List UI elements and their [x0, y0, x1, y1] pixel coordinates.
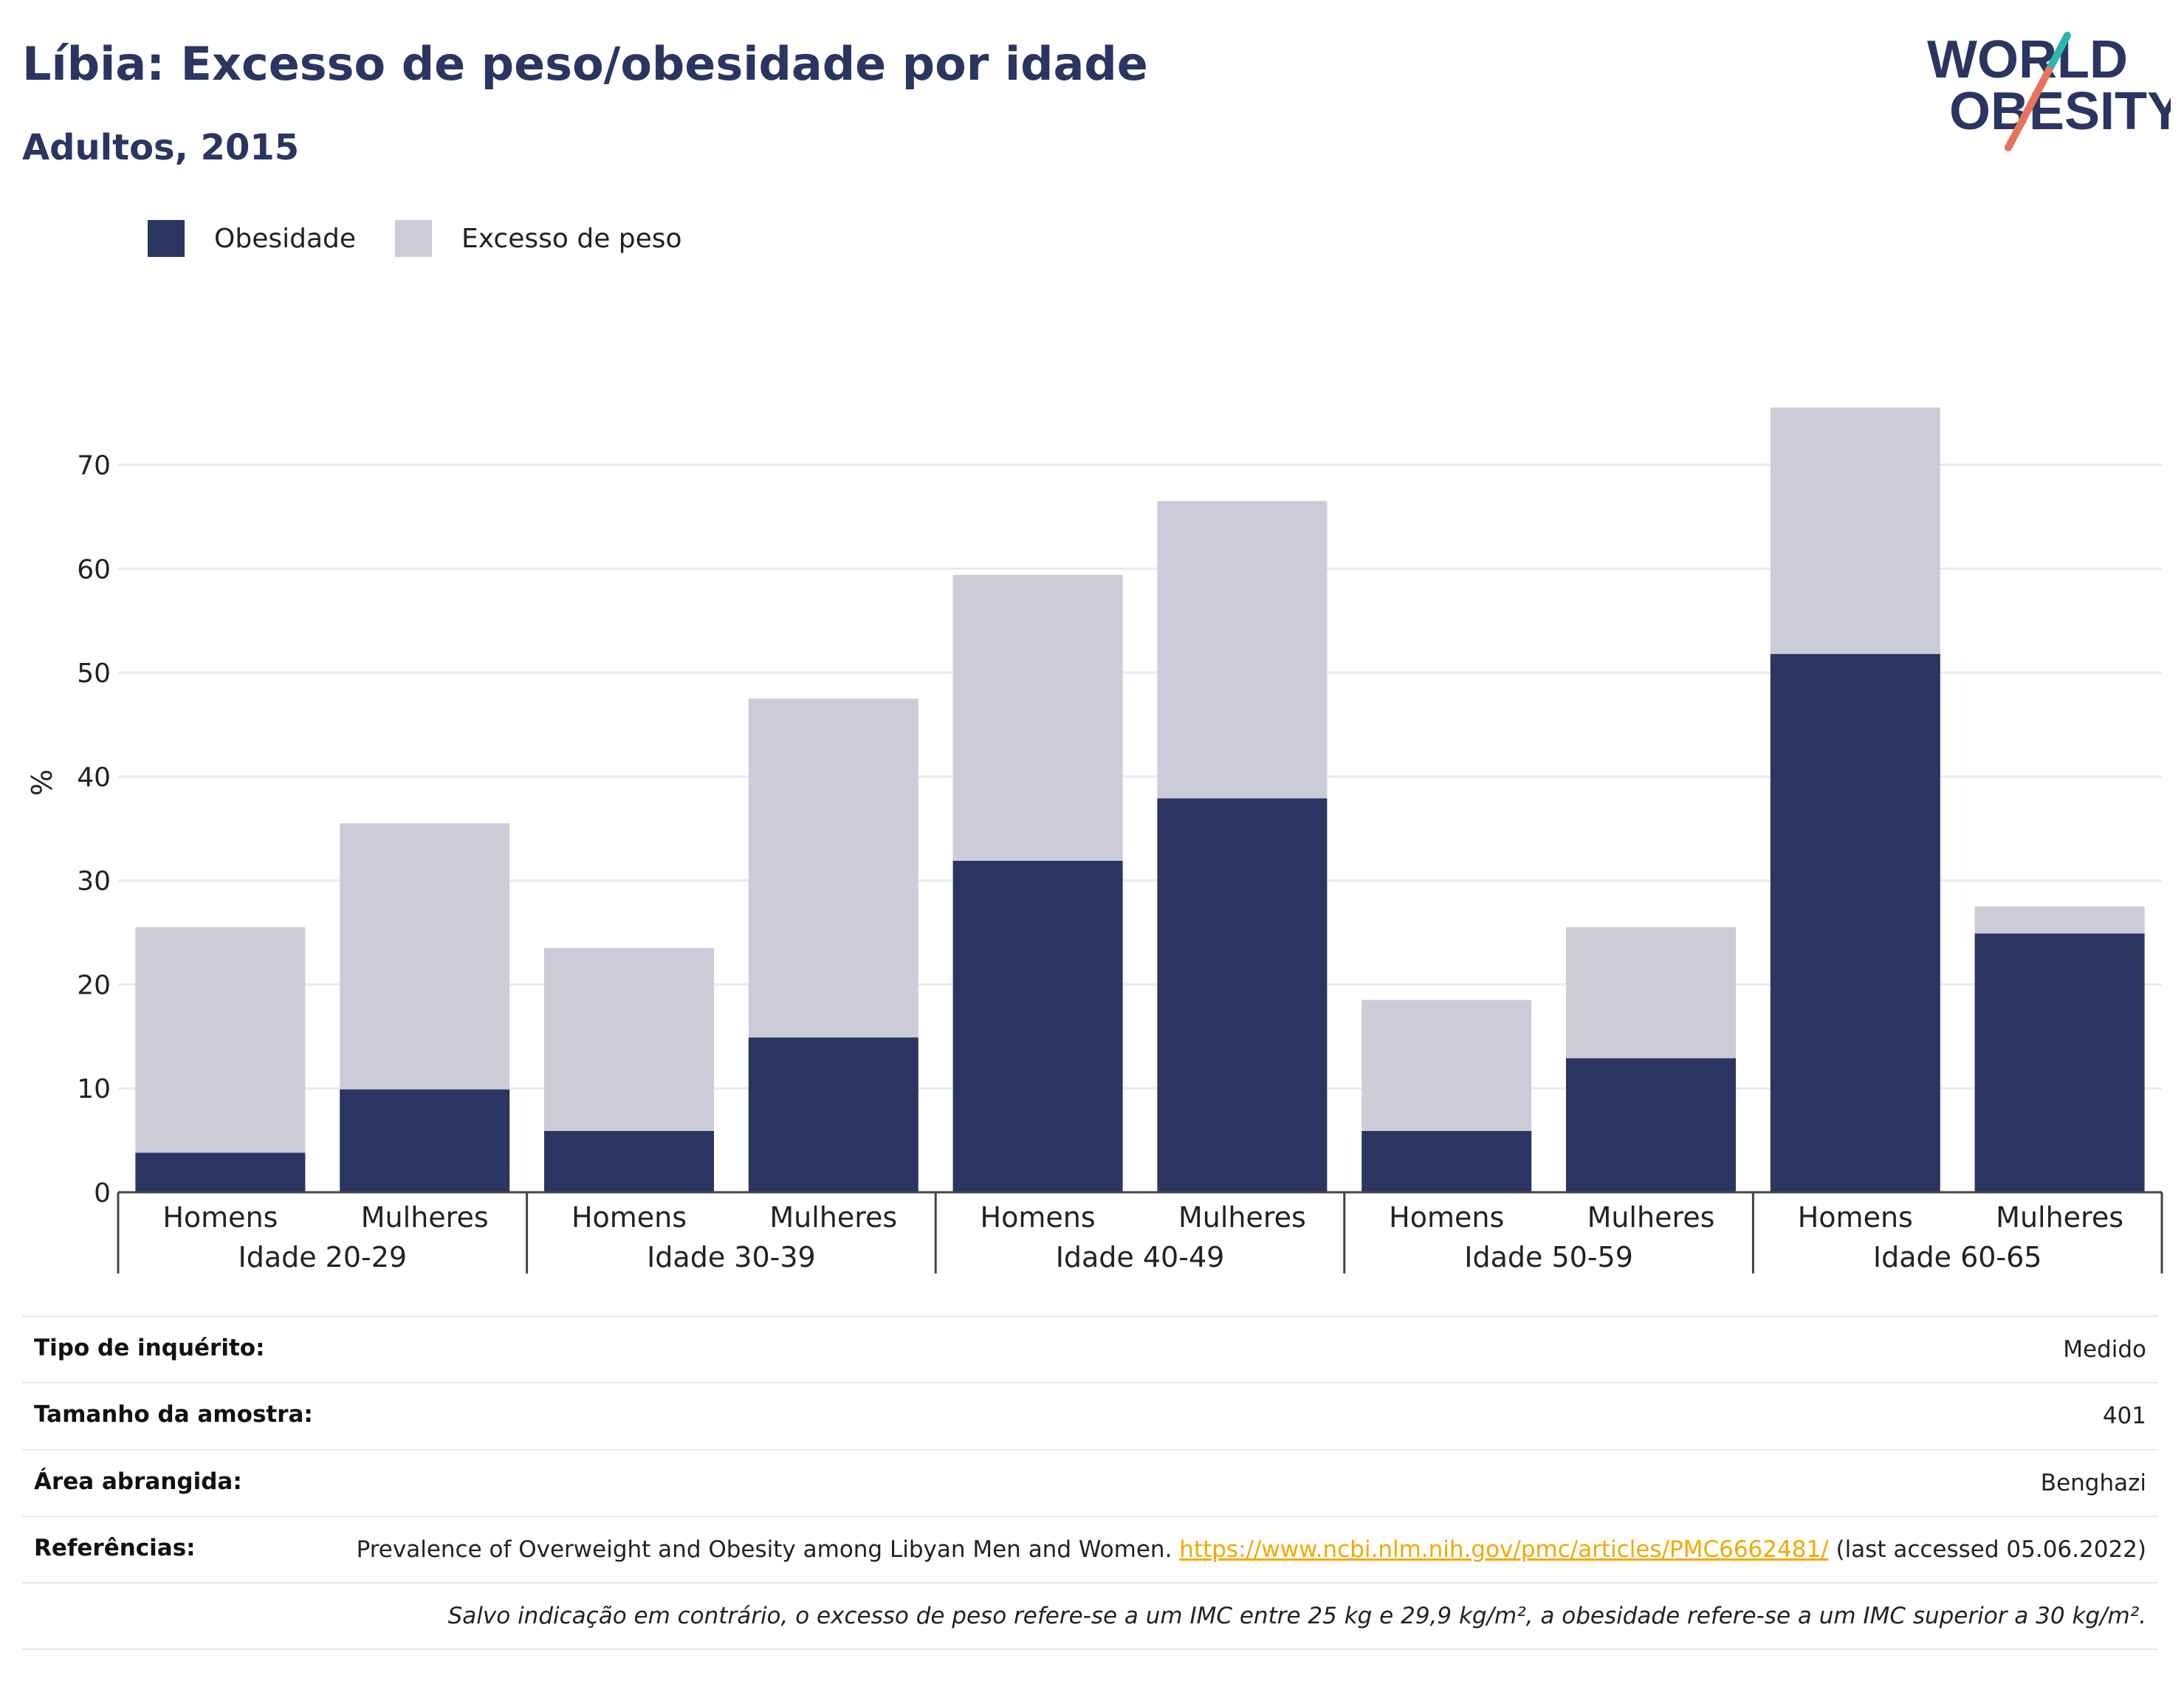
x-tick-label: Mulheres [361, 1201, 489, 1234]
axes: 0 10 20 30 40 50 60 70% Homens Mulheres Idade 20-2… [26, 450, 2163, 1273]
x-group-label: Idade 20-29 [238, 1241, 407, 1273]
y-tick-label: 70 [77, 450, 111, 481]
y-tick-label: 60 [77, 554, 111, 585]
references-value: Prevalence of Overweight and Obesity amo… [341, 1515, 2158, 1584]
bar-obesidade[interactable] [952, 860, 1123, 1192]
y-tick-label: 10 [77, 1074, 111, 1104]
bar-obesidade[interactable] [1361, 1130, 1532, 1192]
y-tick-label: 40 [77, 763, 111, 793]
x-tick-label: Homens [1798, 1201, 1913, 1234]
info-key: Área abrangida: [22, 1448, 341, 1516]
footnote: Salvo indicação em contrário, o excesso … [22, 1582, 2158, 1651]
bar-excesso-de-peso[interactable] [1974, 906, 2145, 934]
reference-text: Prevalence of Overweight and Obesity amo… [356, 1536, 1180, 1563]
x-group-label: Idade 40-49 [1056, 1241, 1225, 1273]
survey-info-table: Tipo de inquérito: Medido Tamanho da amo… [22, 1315, 2158, 1651]
x-tick-label: Homens [162, 1201, 278, 1234]
bar-obesidade[interactable] [1770, 653, 1940, 1192]
x-tick-label: Homens [1389, 1201, 1504, 1234]
y-axis-title: % [26, 769, 58, 796]
bar-obesidade[interactable] [340, 1089, 510, 1192]
bar-excesso-de-peso[interactable] [1157, 501, 1328, 799]
y-tick-label: 20 [77, 970, 111, 1000]
bar-obesidade[interactable] [135, 1152, 306, 1193]
bar-obesidade[interactable] [1566, 1058, 1736, 1192]
bar-excesso-de-peso[interactable] [748, 698, 918, 1038]
info-key: Tamanho da amostra: [22, 1382, 341, 1450]
info-key: Tipo de inquérito: [22, 1315, 341, 1383]
bar-excesso-de-peso[interactable] [340, 823, 510, 1090]
bar-excesso-de-peso[interactable] [544, 948, 714, 1131]
info-row-footnote: Salvo indicação em contrário, o excesso … [22, 1582, 2158, 1651]
logo-line1: WORLD [1927, 30, 2128, 89]
legend-label-obesidade: Obesidade [214, 223, 357, 254]
x-tick-label: Homens [981, 1201, 1096, 1234]
y-tick-label: 30 [77, 867, 111, 897]
reference-accessed: (last accessed 05.06.2022) [1828, 1536, 2146, 1563]
x-tick-label: Mulheres [1178, 1201, 1306, 1234]
logo-slash-coral [2005, 66, 2053, 151]
bars [135, 408, 2145, 1193]
chart-subtitle: Adultos, 2015 [22, 127, 300, 168]
chart-title: Líbia: Excesso de peso/obesidade por ida… [22, 37, 1148, 91]
info-value: 401 [341, 1382, 2158, 1450]
reference-link[interactable]: https://www.ncbi.nlm.nih.gov/pmc/article… [1179, 1536, 1829, 1563]
bar-obesidade[interactable] [1974, 933, 2145, 1192]
legend-swatch-obesidade [148, 220, 185, 257]
legend-label-excesso-de-peso: Excesso de peso [461, 223, 682, 254]
bar-chart: 0 10 20 30 40 50 60 70% Homens Mulheres Idade 20-2… [26, 408, 2163, 1273]
logo-slash-teal [2045, 32, 2071, 74]
x-tick-label: Homens [571, 1201, 687, 1234]
world-obesity-logo: WORLD OBESITY [1927, 30, 2171, 151]
x-group-label: Idade 30-39 [647, 1241, 816, 1273]
logo-line2: OBESITY [1949, 82, 2171, 141]
bar-excesso-de-peso[interactable] [1566, 926, 1736, 1059]
bar-excesso-de-peso[interactable] [1770, 408, 1940, 654]
bar-obesidade[interactable] [748, 1037, 918, 1192]
x-group-label: Idade 50-59 [1464, 1241, 1633, 1273]
bar-excesso-de-peso[interactable] [1361, 1000, 1532, 1131]
legend-item-obesidade[interactable]: Obesidade [148, 219, 356, 258]
bar-excesso-de-peso[interactable] [952, 574, 1123, 861]
x-tick-label: Mulheres [769, 1201, 897, 1234]
info-row-references: Referências: Prevalence of Overweight an… [22, 1515, 2158, 1584]
x-group-label: Idade 60-65 [1873, 1241, 2042, 1273]
bar-obesidade[interactable] [544, 1130, 714, 1192]
bar-obesidade[interactable] [1157, 798, 1328, 1192]
y-tick-label: 0 [94, 1178, 111, 1208]
info-value: Medido [341, 1315, 2158, 1383]
legend-swatch-excesso-de-peso [395, 220, 432, 257]
info-value: Benghazi [341, 1448, 2158, 1516]
info-key: Referências: [22, 1515, 341, 1584]
x-tick-label: Mulheres [1996, 1201, 2123, 1234]
info-row-survey-type: Tipo de inquérito: Medido [22, 1315, 2158, 1383]
y-tick-label: 50 [77, 659, 111, 689]
info-row-area: Área abrangida: Benghazi [22, 1448, 2158, 1516]
legend-item-excesso-de-peso[interactable]: Excesso de peso [395, 219, 682, 258]
x-tick-label: Mulheres [1587, 1201, 1715, 1234]
bar-excesso-de-peso[interactable] [135, 926, 306, 1153]
info-row-sample-size: Tamanho da amostra: 401 [22, 1382, 2158, 1450]
